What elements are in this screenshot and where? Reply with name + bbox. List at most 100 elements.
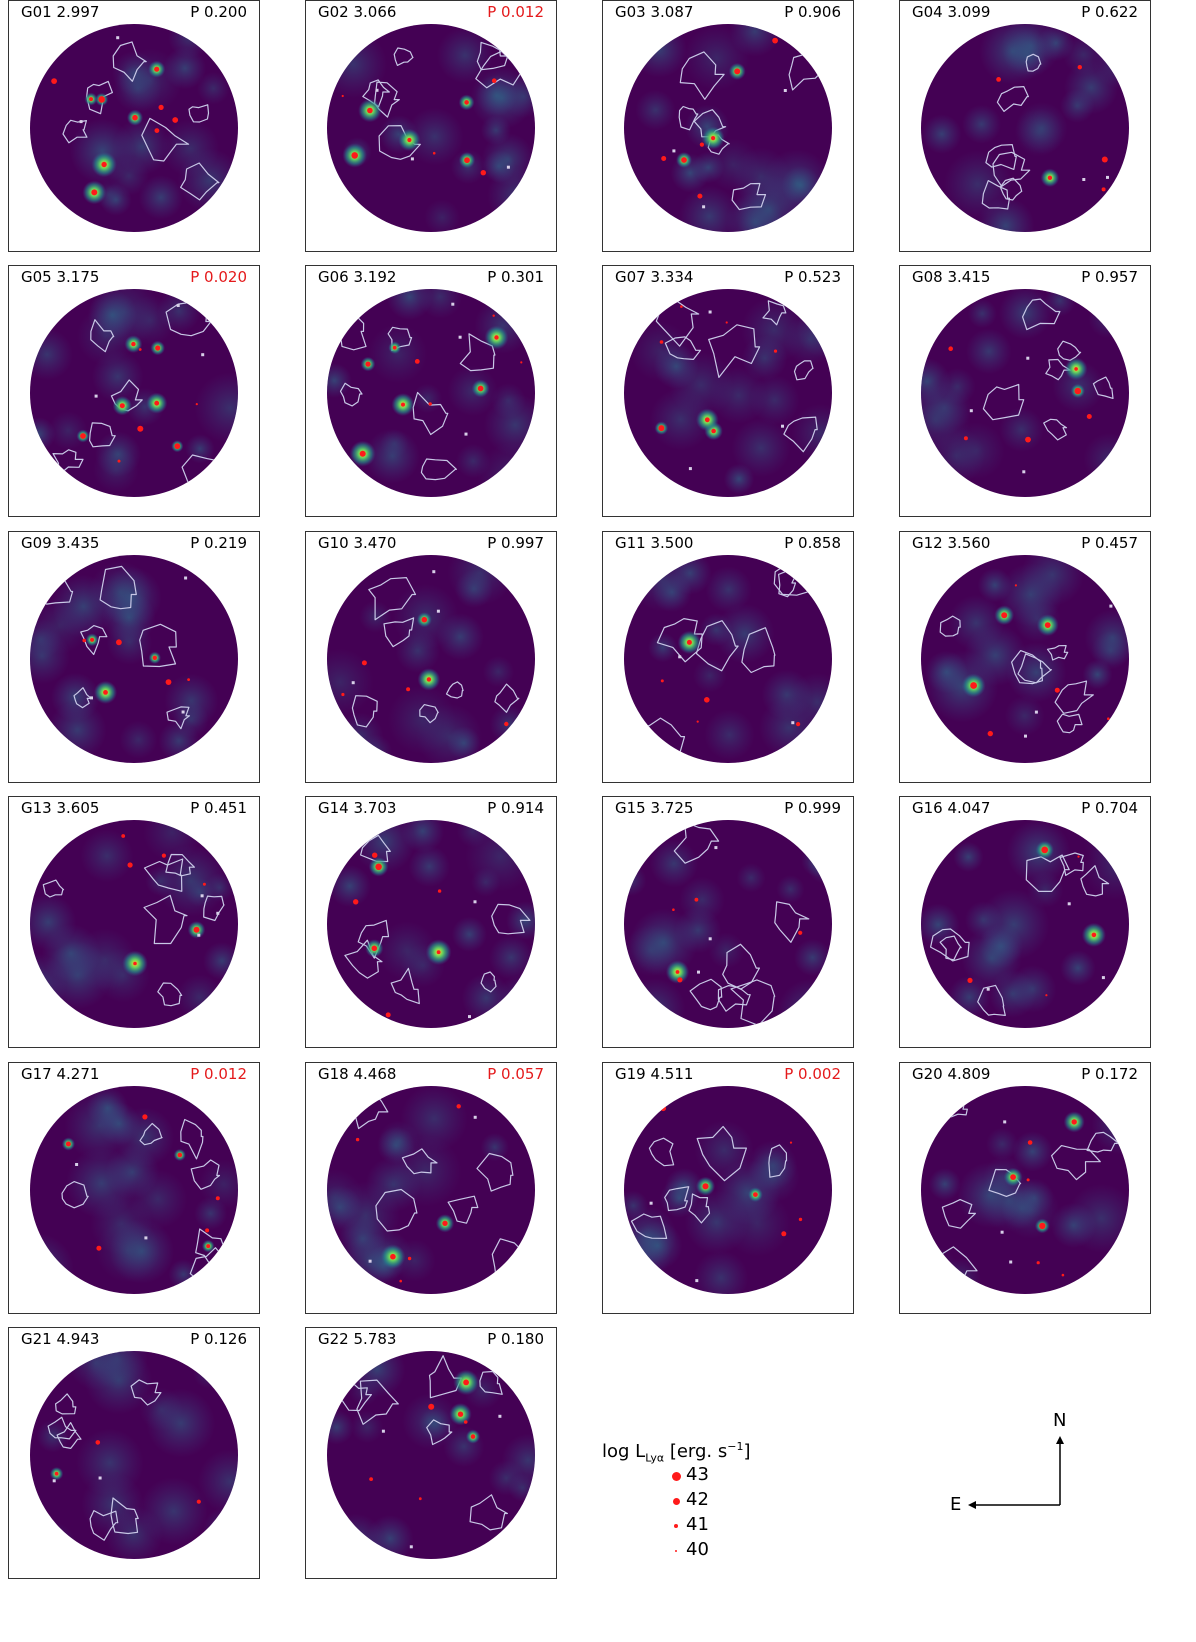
density-cloud [327, 648, 374, 716]
density-map [921, 1086, 1129, 1294]
redshift: 5.783 [353, 1330, 397, 1348]
lae-marker [1014, 584, 1017, 587]
overdensity-contour [689, 978, 723, 1011]
overdensity-contour [476, 41, 509, 71]
lae-marker [369, 1477, 373, 1481]
lae-marker [1041, 846, 1049, 854]
lae-marker [1101, 187, 1106, 192]
density-cloud [471, 867, 501, 897]
panel-label: G19 4.511 [615, 1065, 693, 1083]
overdensity-contour [717, 985, 751, 1012]
lae-marker [154, 128, 160, 133]
overdensity-contour [351, 695, 378, 728]
overdensity-contour [494, 683, 520, 713]
density-cloud [327, 30, 388, 99]
white-marker [1067, 902, 1071, 906]
group-id: G11 [615, 534, 646, 552]
lae-marker [504, 721, 509, 727]
white-marker [1026, 356, 1030, 360]
density-cloud [30, 894, 77, 951]
density-cloud [488, 1531, 526, 1559]
lae-marker [694, 897, 699, 902]
lae-marker [696, 720, 699, 723]
white-marker [432, 570, 436, 574]
overdensity-contour [420, 458, 457, 481]
redshift: 3.175 [56, 268, 100, 286]
panel-G12: G12 3.560 P 0.457 [899, 531, 1151, 783]
white-marker [1009, 1260, 1013, 1264]
redshift: 4.271 [56, 1065, 100, 1083]
p-value: P 0.126 [190, 1330, 247, 1348]
lae-marker [65, 1141, 71, 1147]
group-id: G01 [21, 3, 52, 21]
white-marker [498, 1414, 502, 1418]
lae-marker [702, 1183, 709, 1190]
overdensity-contour [793, 360, 814, 381]
density-cloud [365, 1156, 422, 1213]
density-cloud [1012, 1131, 1053, 1172]
overdensity-contour [469, 1494, 508, 1531]
overdensity-contour [664, 1186, 690, 1212]
lae-marker [686, 639, 692, 645]
overdensity-contour [1025, 53, 1042, 72]
lae-marker [697, 193, 703, 199]
white-marker [697, 970, 700, 974]
lae-marker [367, 107, 373, 114]
lae-marker [195, 403, 198, 406]
overdensity-contour [139, 623, 177, 668]
overdensity-contour [1011, 650, 1043, 685]
lae-marker [658, 425, 665, 432]
white-marker [791, 721, 795, 725]
group-id: G14 [318, 799, 349, 817]
density-cloud [456, 820, 490, 848]
panel-label: G08 3.415 [912, 268, 990, 286]
overdensity-contour [1080, 865, 1110, 897]
density-cloud [194, 1196, 228, 1230]
compass-arrows [968, 1436, 1064, 1509]
lae-marker [154, 400, 160, 406]
overdensity-contour [985, 144, 1017, 170]
density-cloud [203, 941, 238, 980]
density-cloud [705, 566, 752, 613]
redshift: 3.560 [947, 534, 991, 552]
white-marker [52, 1479, 56, 1483]
overdensity-contour [166, 706, 191, 730]
white-marker [1101, 976, 1105, 980]
density-cloud [501, 1433, 535, 1487]
overdensity-contour [1022, 298, 1061, 331]
overdensity-contour [741, 627, 776, 674]
lae-marker [942, 1009, 946, 1013]
overdensity-contour [62, 119, 88, 144]
overdensity-contour [61, 1181, 89, 1209]
overdensity-contour [491, 903, 531, 935]
panel-label: G11 3.500 [615, 534, 693, 552]
overdensity-contour [982, 383, 1025, 421]
overdensity-contour [188, 104, 210, 123]
lae-marker [464, 157, 470, 164]
group-id: G06 [318, 268, 349, 286]
overdensity-contour [362, 79, 390, 108]
overdensity-contour [55, 1393, 77, 1415]
panel-label: G14 3.703 [318, 799, 396, 817]
density-cloud [202, 1507, 238, 1554]
white-marker [464, 432, 468, 436]
panel-label: G05 3.175 [21, 268, 99, 286]
density-cloud [496, 974, 535, 1024]
lae-marker [193, 926, 200, 933]
overdensity-contour [190, 1159, 221, 1190]
panel-label: G22 5.783 [318, 1330, 396, 1348]
panel-label: G13 3.605 [21, 799, 99, 817]
lae-marker [704, 417, 710, 423]
white-marker [1088, 214, 1092, 218]
density-cloud [927, 426, 985, 485]
density-cloud [197, 72, 230, 105]
lae-marker [165, 679, 172, 685]
density-cloud [436, 27, 493, 84]
overdensity-contour [110, 1497, 139, 1535]
p-value: P 0.457 [1081, 534, 1138, 552]
overdensity-contour [1046, 645, 1069, 661]
density-cloud [30, 328, 73, 381]
panel-G13: G13 3.605 P 0.451 [8, 796, 260, 1048]
lae-marker [51, 78, 57, 84]
group-id: G18 [318, 1065, 349, 1083]
